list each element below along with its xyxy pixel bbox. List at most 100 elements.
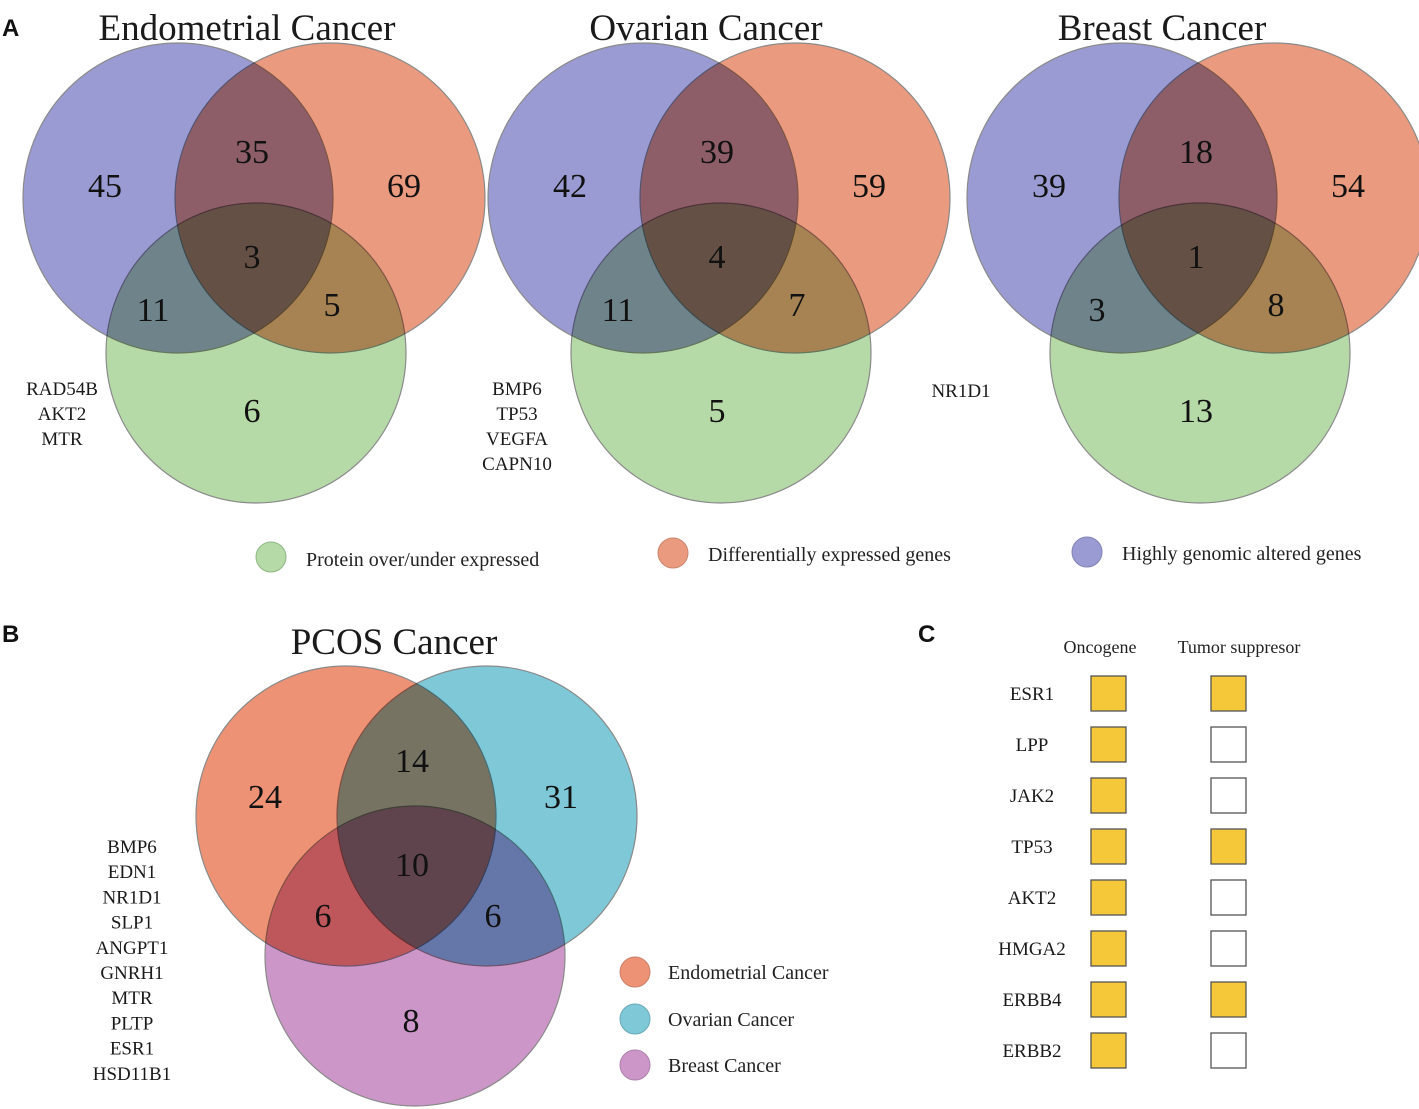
count-purple-orange: 39 xyxy=(700,134,734,171)
legend-ovarian-label: Ovarian Cancer xyxy=(668,1009,794,1031)
count-green-only: 6 xyxy=(244,393,261,430)
legend-panel-b: Endometrial Cancer Ovarian Cancer Breast… xyxy=(619,956,829,1081)
gene-label: TP53 xyxy=(496,404,537,425)
venn-ovarian: Ovarian Cancer 42 39 59 4 11 7 5 BMP6 TP53 VEGFA CA… xyxy=(482,8,951,504)
gene-label: BMP6 xyxy=(107,837,157,858)
gene-row-label: ERBB2 xyxy=(1002,1041,1061,1062)
oncogene-box xyxy=(1090,828,1127,865)
oncogene-box xyxy=(1090,675,1127,712)
count-endo-ovarian: 14 xyxy=(395,743,429,780)
gene-label: EDN1 xyxy=(108,862,157,883)
gene-label: NR1D1 xyxy=(102,887,161,908)
gene-row-label: AKT2 xyxy=(1008,888,1057,909)
count-orange-green: 8 xyxy=(1268,287,1285,324)
gene-label: BMP6 xyxy=(492,379,542,400)
circle-protein-expressed xyxy=(1049,202,1351,504)
count-purple-only: 45 xyxy=(88,168,122,205)
count-endo-breast: 6 xyxy=(315,898,332,935)
tumor-suppressor-box xyxy=(1210,1032,1247,1069)
gene-role-table: ESR1 LPP JAK2 TP53 AKT2 HMGA2 ERBB4 ERBB2 xyxy=(998,675,1247,1069)
count-all: 10 xyxy=(395,847,429,884)
circle-protein-expressed xyxy=(570,202,872,504)
count-green-only: 13 xyxy=(1179,393,1213,430)
tumor-suppressor-box xyxy=(1210,675,1247,712)
venn-title: Endometrial Cancer xyxy=(99,8,396,49)
oncogene-box xyxy=(1090,879,1127,916)
legend-protein-label: Protein over/under expressed xyxy=(306,549,539,571)
legend-genomic-label: Highly genomic altered genes xyxy=(1122,543,1362,565)
count-orange-only: 54 xyxy=(1331,168,1365,205)
legend-breast-label: Breast Cancer xyxy=(668,1055,781,1077)
gene-label: PLTP xyxy=(111,1013,154,1034)
legend-panel-a: Protein over/under expressed Differentia… xyxy=(255,536,1362,573)
venn-title: Breast Cancer xyxy=(1058,8,1267,49)
tumor-suppressor-box xyxy=(1210,777,1247,814)
gene-row-label: TP53 xyxy=(1011,837,1052,858)
gene-row-label: JAK2 xyxy=(1010,786,1054,807)
gene-label: CAPN10 xyxy=(482,454,552,475)
count-breast-only: 8 xyxy=(403,1003,420,1040)
tumor-suppressor-box xyxy=(1210,981,1247,1018)
count-all: 1 xyxy=(1188,239,1205,276)
gene-row-label: ESR1 xyxy=(1010,684,1054,705)
count-all: 3 xyxy=(244,239,261,276)
gene-label: MTR xyxy=(41,429,83,450)
tumor-suppressor-box xyxy=(1210,726,1247,763)
count-ovarian-breast: 6 xyxy=(485,898,502,935)
count-purple-only: 42 xyxy=(553,168,587,205)
panel-a-letter: A xyxy=(2,15,19,42)
venn-endometrial: Endometrial Cancer 45 35 69 3 11 5 6 RAD54B AKT2 M… xyxy=(22,8,486,504)
legend-breast-swatch xyxy=(619,1049,651,1081)
tumor-suppressor-box xyxy=(1210,828,1247,865)
tumor-suppressor-column-header: Tumor suppresor xyxy=(1178,637,1301,657)
legend-purple-swatch xyxy=(1071,536,1103,568)
gene-row-label: ERBB4 xyxy=(1002,990,1062,1011)
count-purple-green: 3 xyxy=(1089,292,1106,329)
circle-protein-expressed xyxy=(105,202,407,504)
count-green-only: 5 xyxy=(709,393,726,430)
gene-label: HSD11B1 xyxy=(93,1064,171,1085)
oncogene-column-header: Oncogene xyxy=(1064,637,1137,657)
oncogene-box xyxy=(1090,726,1127,763)
count-orange-only: 59 xyxy=(852,168,886,205)
tumor-suppressor-box xyxy=(1210,879,1247,916)
panel-c-letter: C xyxy=(918,621,935,648)
tumor-suppressor-box xyxy=(1210,930,1247,967)
gene-row-label: LPP xyxy=(1016,735,1049,756)
gene-label: NR1D1 xyxy=(931,381,990,402)
gene-label: GNRH1 xyxy=(100,963,163,984)
oncogene-box xyxy=(1090,981,1127,1018)
gene-label: SLP1 xyxy=(111,913,153,934)
count-purple-green: 11 xyxy=(137,292,170,329)
legend-differential-label: Differentially expressed genes xyxy=(708,544,951,566)
count-ovarian-only: 31 xyxy=(544,779,578,816)
count-purple-orange: 35 xyxy=(235,134,269,171)
count-endo-only: 24 xyxy=(248,779,282,816)
legend-endometrial-swatch xyxy=(619,956,651,988)
gene-row-label: HMGA2 xyxy=(998,939,1066,960)
circle-breast xyxy=(264,805,566,1107)
gene-label: MTR xyxy=(111,988,153,1009)
count-orange-green: 5 xyxy=(324,287,341,324)
count-all: 4 xyxy=(709,239,726,276)
count-purple-green: 11 xyxy=(602,292,635,329)
legend-orange-swatch xyxy=(657,537,689,569)
gene-label: ANGPT1 xyxy=(96,938,169,959)
oncogene-box xyxy=(1090,930,1127,967)
count-purple-only: 39 xyxy=(1032,168,1066,205)
oncogene-box xyxy=(1090,777,1127,814)
count-purple-orange: 18 xyxy=(1179,134,1213,171)
legend-green-swatch xyxy=(255,541,287,573)
venn-title: Ovarian Cancer xyxy=(589,8,822,49)
legend-endometrial-label: Endometrial Cancer xyxy=(668,962,829,984)
gene-label: ESR1 xyxy=(110,1039,154,1060)
count-orange-only: 69 xyxy=(387,168,421,205)
gene-label: RAD54B xyxy=(26,379,98,400)
legend-ovarian-swatch xyxy=(619,1003,651,1035)
oncogene-box xyxy=(1090,1032,1127,1069)
gene-label: VEGFA xyxy=(486,429,548,450)
panel-b-letter: B xyxy=(2,621,19,648)
venn-pcos: 24 14 31 10 6 6 8 BMP6 EDN1 NR1D1 SLP1 ANGPT1 GNRH1 M… xyxy=(93,665,638,1107)
